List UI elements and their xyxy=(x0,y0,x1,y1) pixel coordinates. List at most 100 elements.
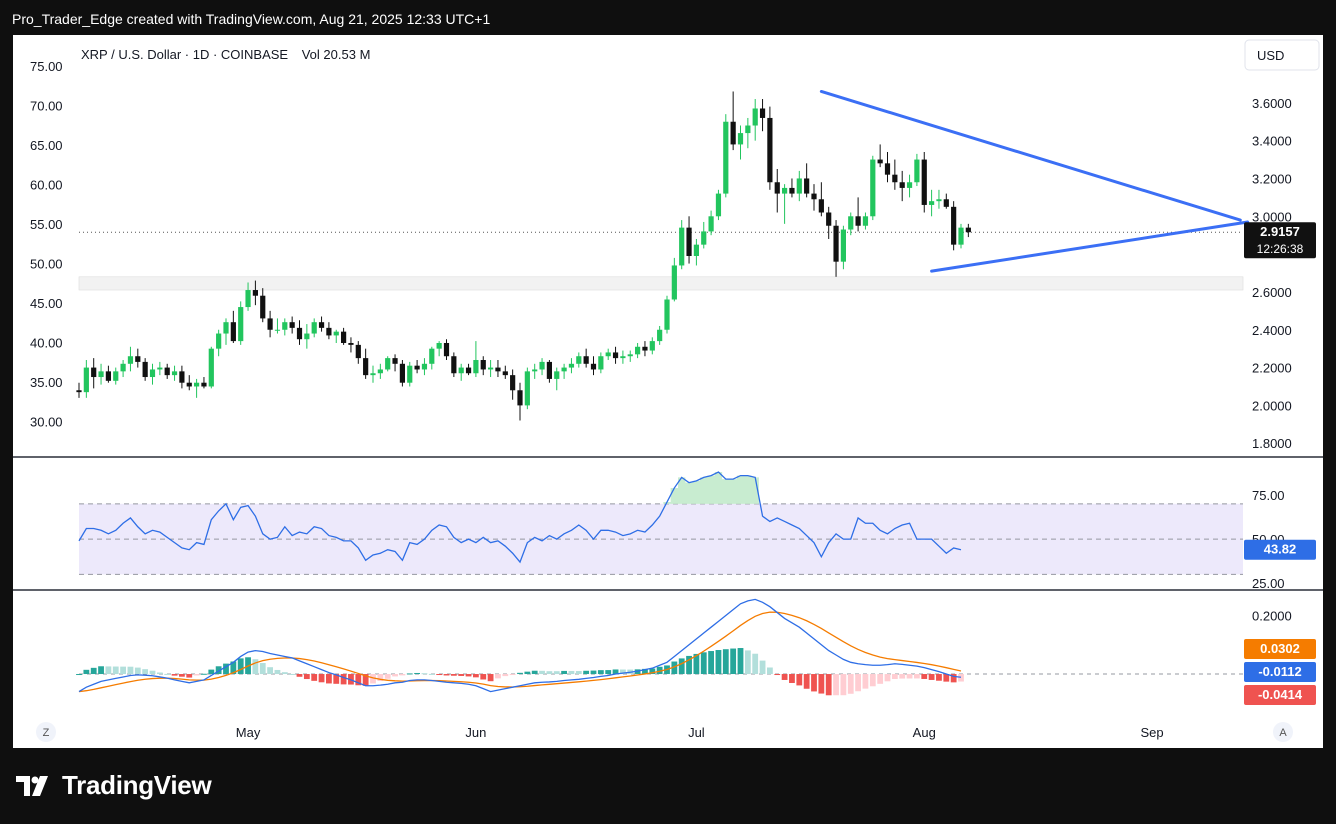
currency-button[interactable]: USD xyxy=(1244,39,1320,71)
candle-body xyxy=(936,199,942,202)
time-axis[interactable]: May Jun Jul Aug Sep xyxy=(236,725,1164,740)
macd-hist-bar xyxy=(259,663,266,675)
macd-hist-bar xyxy=(289,673,296,675)
candle-body xyxy=(759,108,766,118)
macd-hist-bar xyxy=(958,674,964,682)
macd-hist-bar xyxy=(296,674,303,677)
candle-body xyxy=(848,216,854,230)
macd-hist-bar xyxy=(546,671,553,675)
macd-hist-bar xyxy=(877,674,884,684)
macd-hist-bar xyxy=(524,671,531,675)
price-tick-label: 3.2000 xyxy=(1252,171,1292,186)
candle-body xyxy=(664,299,670,330)
candle-body xyxy=(488,367,494,370)
candle-body xyxy=(929,201,935,205)
macd-hist-bar xyxy=(267,667,273,675)
candle-body xyxy=(862,216,869,226)
currency-label: USD xyxy=(1257,48,1284,63)
macd-hist-bar xyxy=(811,674,817,692)
macd-hist-bar xyxy=(392,674,398,677)
rsi-overbought-fill xyxy=(663,472,759,504)
macd-hist-bar xyxy=(487,674,494,682)
last-price-badge-text: 2.9157 xyxy=(1260,224,1300,239)
candle-body xyxy=(767,117,773,183)
macd-hist-bar xyxy=(862,674,869,689)
candle-body xyxy=(194,382,200,387)
candle-body xyxy=(723,121,729,194)
chart-canvas[interactable]: 3.6000 3.4000 3.2000 3.0000 2.6000 2.4000 2.20… xyxy=(13,35,1323,748)
macd-hist-bar xyxy=(752,653,759,675)
candle-body xyxy=(318,322,325,328)
z-icon: Z xyxy=(43,727,50,739)
macd-hist-bar xyxy=(83,669,90,675)
candle-body xyxy=(348,342,354,345)
tradingview-logo[interactable]: TradingView xyxy=(14,770,212,801)
macd-hist-bar xyxy=(936,674,942,681)
candle-body xyxy=(179,371,185,383)
macd-hist-bar xyxy=(171,674,178,676)
volume-value: 20.53 M xyxy=(323,47,370,62)
macd-hist-bar xyxy=(789,674,795,683)
candle-body xyxy=(752,108,758,126)
macd-hist-bar xyxy=(553,671,560,675)
candle-body xyxy=(171,371,178,376)
candle-body xyxy=(627,354,633,357)
candle-body xyxy=(216,333,222,349)
price-axis[interactable]: 3.6000 3.4000 3.2000 3.0000 2.6000 2.4000 2.20… xyxy=(30,59,1292,451)
candle-body xyxy=(91,367,97,378)
left-axis-tick-label: 50.00 xyxy=(30,257,63,272)
a-icon: A xyxy=(1279,727,1287,739)
scale-mode-button[interactable]: Z xyxy=(36,722,56,742)
price-tick-label: 2.2000 xyxy=(1252,361,1292,376)
macd-pane[interactable]: 0.2000 xyxy=(76,598,1292,696)
candle-body xyxy=(649,341,655,351)
rsi-line xyxy=(78,471,962,564)
candle-body xyxy=(782,187,788,194)
macd-hist-bar xyxy=(869,674,876,687)
candle-body xyxy=(943,199,949,207)
candlestick-series xyxy=(76,91,971,421)
candle-body xyxy=(157,367,163,370)
candle-body xyxy=(789,187,795,194)
macd-hist-bar xyxy=(899,674,906,679)
candle-body xyxy=(612,352,619,359)
candle-body xyxy=(274,329,281,331)
price-tick-label: 3.4000 xyxy=(1252,134,1292,149)
value-badges: 2.9157 12:26:38 43.82 0.0302 -0.0112 -0.0414 xyxy=(1244,222,1316,705)
macd-hist-bar xyxy=(318,674,325,683)
candle-body xyxy=(370,373,376,376)
price-tick-label: 2.0000 xyxy=(1252,398,1292,413)
macd-hist-bar xyxy=(744,650,751,675)
candle-body xyxy=(355,344,361,359)
macd-hist-bar xyxy=(443,674,450,676)
left-axis-tick-label: 55.00 xyxy=(30,217,63,232)
macd-hist-bar xyxy=(686,655,692,675)
macd-hist-bar xyxy=(120,666,126,675)
candle-body xyxy=(517,390,523,406)
candle-body xyxy=(392,358,398,364)
macd-hist-bar xyxy=(428,673,435,675)
macd-hist-bar xyxy=(575,671,582,675)
macd-hist-bar xyxy=(134,667,141,675)
macd-line xyxy=(78,598,962,693)
candle-body xyxy=(201,382,207,387)
candle-body xyxy=(884,163,891,175)
macd-hist-bar xyxy=(700,652,707,675)
auto-scale-button[interactable]: A xyxy=(1273,722,1293,742)
candle-body xyxy=(502,371,508,376)
price-pane[interactable] xyxy=(13,231,1323,591)
candle-body xyxy=(892,174,898,183)
macd-hist-bar xyxy=(333,674,340,684)
macd-hist-bar xyxy=(590,670,597,675)
macd-hist-bar xyxy=(156,672,163,675)
macd-hist-bar xyxy=(215,666,222,675)
triangle-trendlines[interactable] xyxy=(819,89,1250,273)
chart-panel[interactable]: 3.6000 3.4000 3.2000 3.0000 2.6000 2.4000 2.20… xyxy=(13,35,1323,748)
macd-hist-bar xyxy=(737,648,744,675)
macd-hist-bar xyxy=(90,667,97,675)
macd-hist-bar xyxy=(649,668,656,675)
macd-hist-bar xyxy=(678,658,685,675)
tradingview-logo-icon xyxy=(16,775,48,796)
rsi-tick-label: 75.00 xyxy=(1252,488,1285,503)
